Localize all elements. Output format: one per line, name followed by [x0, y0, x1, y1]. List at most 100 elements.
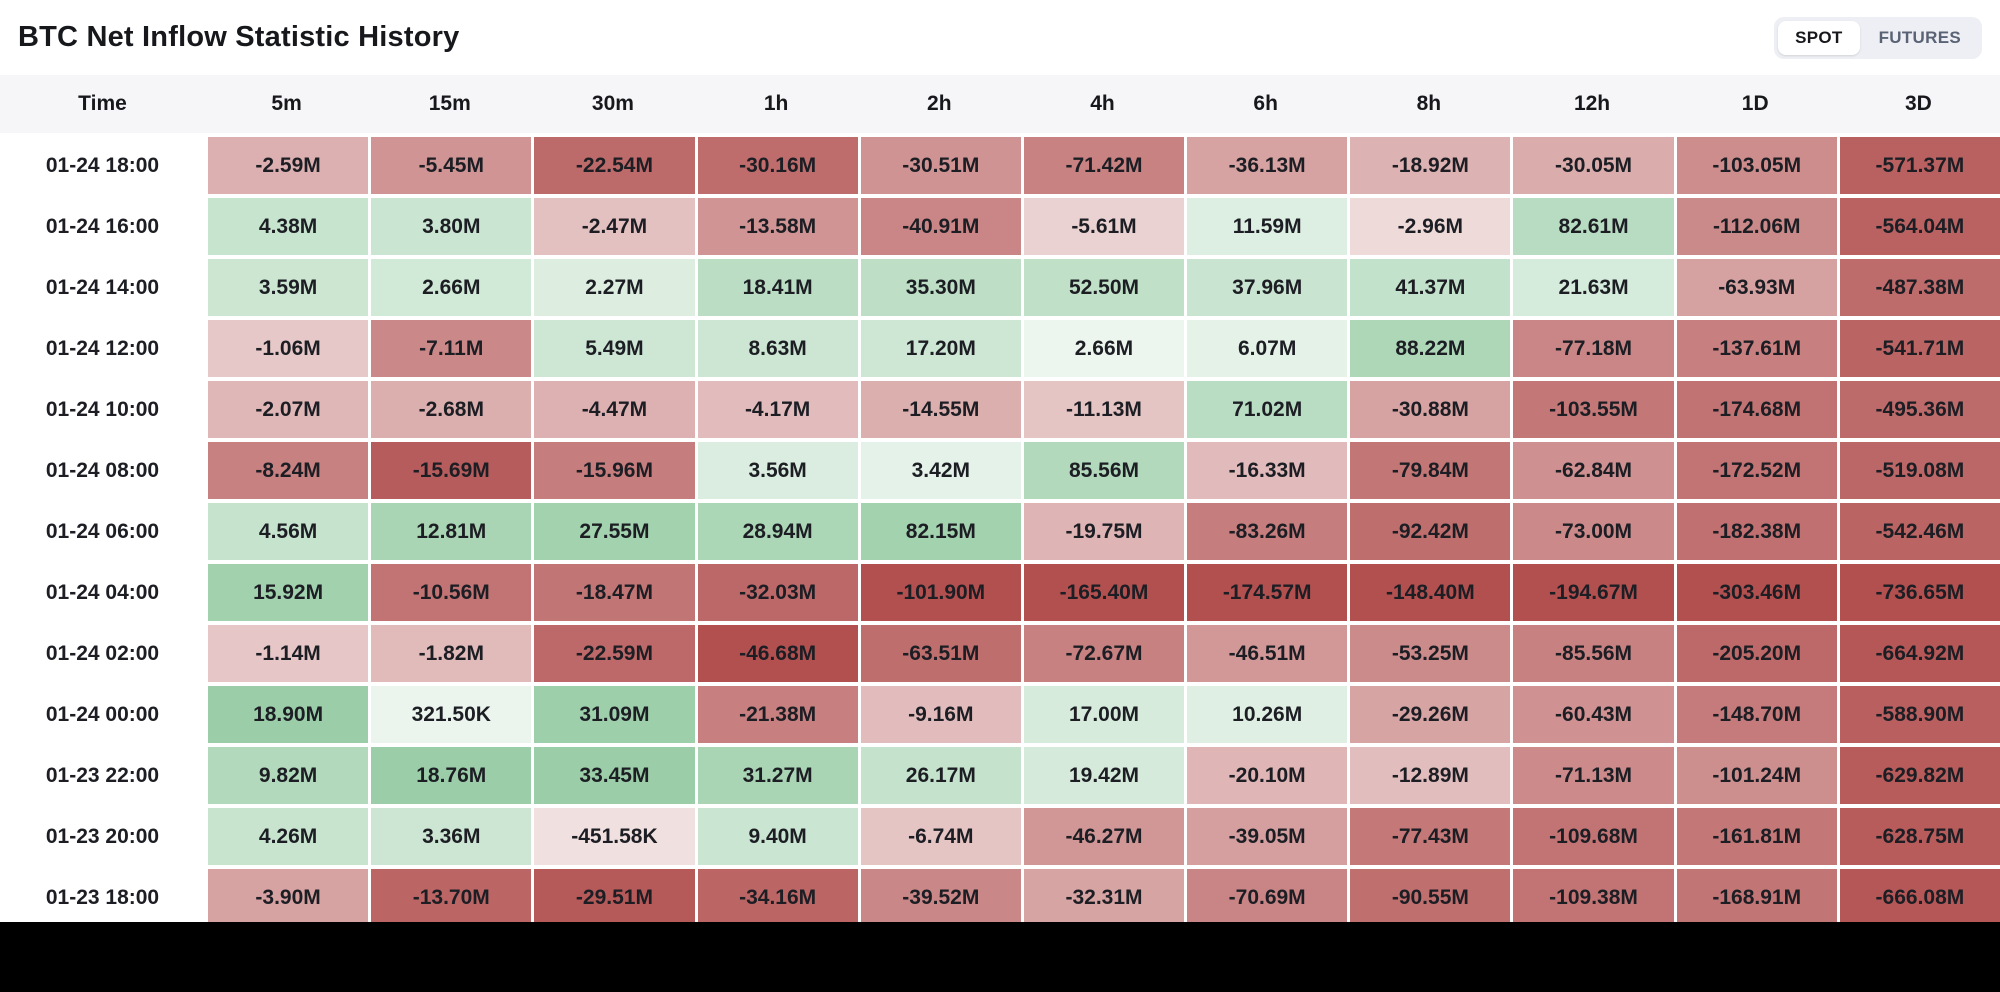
netflow-cell: -30.05M: [1513, 137, 1674, 194]
time-cell: 01-24 02:00: [0, 625, 205, 682]
netflow-cell: -1.82M: [371, 625, 532, 682]
spot-tab[interactable]: SPOT: [1778, 20, 1860, 55]
netflow-cell: -30.16M: [697, 137, 858, 194]
netflow-cell: -32.03M: [697, 564, 858, 621]
netflow-cell: -22.59M: [534, 625, 695, 682]
netflow-cell: -19.75M: [1023, 503, 1185, 560]
netflow-cell: 11.59M: [1187, 198, 1348, 255]
netflow-cell: -303.46M: [1676, 564, 1837, 621]
netflow-cell: -71.13M: [1513, 747, 1674, 804]
netflow-cell: -101.90M: [860, 564, 1021, 621]
netflow-cell: -2.96M: [1350, 198, 1511, 255]
netflow-cell: -103.05M: [1676, 137, 1837, 194]
time-cell: 01-24 18:00: [0, 137, 205, 194]
netflow-cell: -4.47M: [534, 381, 695, 438]
netflow-cell: -205.20M: [1676, 625, 1837, 682]
netflow-cell: -3.90M: [208, 869, 369, 926]
netflow-cell: 31.27M: [697, 747, 858, 804]
netflow-cell: 35.30M: [860, 259, 1021, 316]
netflow-cell: 31.09M: [534, 686, 695, 743]
netflow-cell: -62.84M: [1513, 442, 1674, 499]
netflow-cell: -12.89M: [1350, 747, 1511, 804]
netflow-cell: -172.52M: [1676, 442, 1837, 499]
netflow-table: 01-24 18:00 -2.59M -5.45M -22.54M -30.16M -30…: [0, 133, 2000, 926]
netflow-cell: -90.55M: [1350, 869, 1511, 926]
netflow-cell: -63.93M: [1676, 259, 1837, 316]
netflow-cell: -70.69M: [1187, 869, 1348, 926]
netflow-cell: -16.33M: [1187, 442, 1348, 499]
netflow-cell: -5.45M: [371, 137, 532, 194]
netflow-cell: -174.68M: [1676, 381, 1837, 438]
netflow-cell: 9.82M: [208, 747, 369, 804]
column-header-15m: 15m: [428, 92, 471, 115]
netflow-cell: 3.36M: [371, 808, 532, 865]
netflow-cell: -666.08M: [1839, 869, 2000, 926]
netflow-cell: 82.15M: [860, 503, 1021, 560]
netflow-cell: -15.69M: [371, 442, 532, 499]
netflow-cell: -29.51M: [534, 869, 695, 926]
page-title: BTC Net Inflow Statistic History: [18, 21, 460, 53]
netflow-cell: 9.40M: [697, 808, 858, 865]
time-cell: 01-24 16:00: [0, 198, 205, 255]
netflow-cell: -571.37M: [1839, 137, 2000, 194]
time-cell: 01-24 08:00: [0, 442, 205, 499]
netflow-cell: 71.02M: [1187, 381, 1348, 438]
netflow-cell: -1.14M: [208, 625, 369, 682]
netflow-cell: -4.17M: [697, 381, 858, 438]
netflow-cell: -32.31M: [1023, 869, 1185, 926]
netflow-cell: -2.47M: [534, 198, 695, 255]
netflow-cell: -15.96M: [534, 442, 695, 499]
time-cell: 01-24 04:00: [0, 564, 205, 621]
netflow-cell: -71.42M: [1023, 137, 1185, 194]
netflow-cell: 33.45M: [534, 747, 695, 804]
netflow-cell: -77.43M: [1350, 808, 1511, 865]
column-header-4h: 4h: [1090, 92, 1115, 115]
netflow-cell: 2.66M: [371, 259, 532, 316]
netflow-cell: -39.52M: [860, 869, 1021, 926]
netflow-cell: -168.91M: [1676, 869, 1837, 926]
market-type-toggle: SPOT FUTURES: [1774, 16, 1982, 59]
netflow-cell: 28.94M: [697, 503, 858, 560]
time-cell: 01-23 20:00: [0, 808, 205, 865]
top-bar: BTC Net Inflow Statistic History SPOT FU…: [0, 0, 2000, 75]
netflow-cell: -77.18M: [1513, 320, 1674, 377]
netflow-cell: -112.06M: [1676, 198, 1837, 255]
netflow-cell: 41.37M: [1350, 259, 1511, 316]
netflow-cell: 5.49M: [534, 320, 695, 377]
netflow-cell: -63.51M: [860, 625, 1021, 682]
netflow-cell: -519.08M: [1839, 442, 2000, 499]
netflow-cell: -628.75M: [1839, 808, 2000, 865]
netflow-cell: 8.63M: [697, 320, 858, 377]
netflow-cell: -109.68M: [1513, 808, 1674, 865]
netflow-cell: -629.82M: [1839, 747, 2000, 804]
netflow-cell: 37.96M: [1187, 259, 1348, 316]
netflow-cell: -9.16M: [860, 686, 1021, 743]
column-header-5m: 5m: [271, 92, 302, 115]
netflow-cell: -30.51M: [860, 137, 1021, 194]
netflow-cell: -72.67M: [1023, 625, 1185, 682]
netflow-cell: 21.63M: [1513, 259, 1674, 316]
netflow-cell: -7.11M: [371, 320, 532, 377]
futures-tab[interactable]: FUTURES: [1862, 21, 1978, 55]
netflow-cell: -6.74M: [860, 808, 1021, 865]
netflow-cell: -109.38M: [1513, 869, 1674, 926]
netflow-cell: -29.26M: [1350, 686, 1511, 743]
netflow-cell: 3.80M: [371, 198, 532, 255]
netflow-cell: -20.10M: [1187, 747, 1348, 804]
netflow-cell: -541.71M: [1839, 320, 2000, 377]
netflow-cell: 18.41M: [697, 259, 858, 316]
netflow-cell: 88.22M: [1350, 320, 1511, 377]
netflow-cell: 17.20M: [860, 320, 1021, 377]
netflow-cell: -85.56M: [1513, 625, 1674, 682]
netflow-cell: -2.59M: [208, 137, 369, 194]
netflow-cell: -165.40M: [1023, 564, 1185, 621]
netflow-cell: -40.91M: [860, 198, 1021, 255]
time-cell: 01-24 12:00: [0, 320, 205, 377]
netflow-cell: -8.24M: [208, 442, 369, 499]
netflow-cell: -79.84M: [1350, 442, 1511, 499]
netflow-cell: -174.57M: [1187, 564, 1348, 621]
netflow-cell: -2.07M: [208, 381, 369, 438]
netflow-cell: -148.70M: [1676, 686, 1837, 743]
column-header-3d: 3D: [1904, 92, 1932, 115]
netflow-cell: -39.05M: [1187, 808, 1348, 865]
